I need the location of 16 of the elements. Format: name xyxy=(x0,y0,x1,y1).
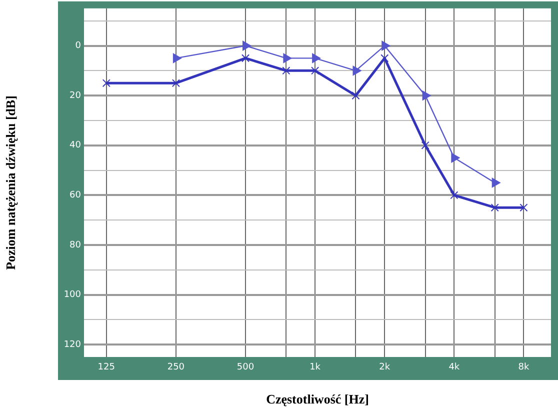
x-tick-label: 1k xyxy=(310,362,322,373)
y-tick-label: 60 xyxy=(70,190,82,200)
x-tick-label: 125 xyxy=(98,362,115,373)
y-tick-label: 100 xyxy=(64,290,82,300)
y-tick-label: 20 xyxy=(70,90,82,101)
y-tick-label: 80 xyxy=(70,240,82,250)
x-tick-label: 8k xyxy=(518,362,530,373)
y-tick-label: 0 xyxy=(75,41,82,52)
x-axis-title: Częstotliwość [Hz] xyxy=(266,392,369,407)
x-tick-label: 250 xyxy=(167,362,185,373)
y-tick-label: 120 xyxy=(64,340,82,350)
x-tick-label: 2k xyxy=(379,362,391,373)
x-tick-label: 4k xyxy=(448,362,460,373)
x-tick-label: 500 xyxy=(236,362,254,373)
y-tick-label: 40 xyxy=(70,140,82,151)
y-axis-title: Poziom natężenia dźwięku [dB] xyxy=(3,95,18,270)
